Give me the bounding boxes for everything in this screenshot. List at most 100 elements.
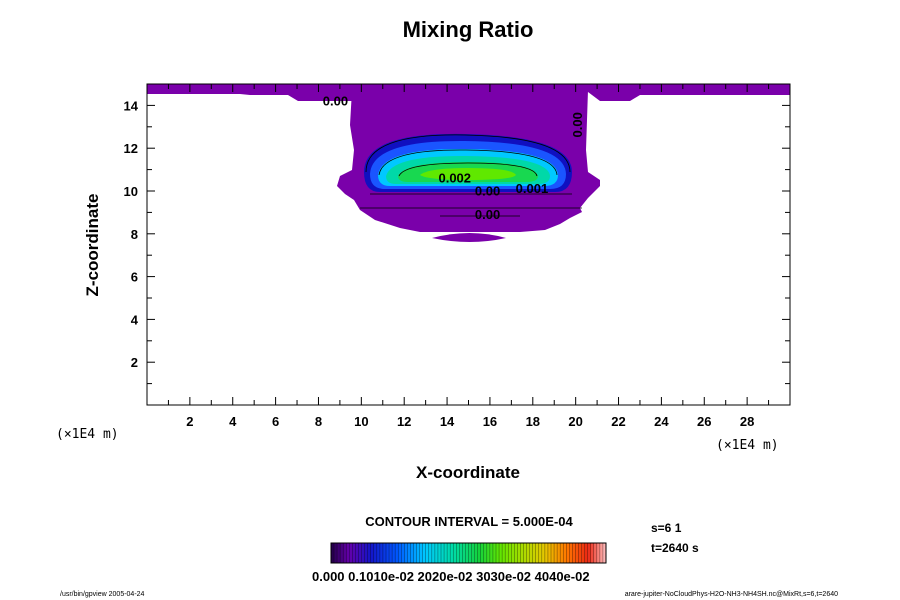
time-label: t=2640 s [651, 541, 699, 555]
colorbar-cell [395, 543, 399, 563]
colorbar-cell [431, 543, 436, 563]
colorbar-cell [361, 543, 365, 563]
colorbar-cell [572, 543, 576, 563]
colorbar-cell [349, 543, 353, 563]
colorbar-cell [593, 543, 598, 563]
colorbar-cell [447, 543, 451, 563]
colorbar-cell [538, 543, 543, 563]
x-tick-label: 10 [354, 414, 368, 429]
colorbar-cell [382, 543, 387, 563]
y-tick-label: 6 [131, 270, 138, 285]
colorbar-cell [413, 543, 417, 563]
colorbar-cell [496, 543, 500, 563]
y-axis-title: Z-coordinate [83, 194, 102, 297]
colorbar-cell [379, 543, 384, 563]
colorbar-cell [428, 543, 433, 563]
colorbar-cell [398, 543, 402, 563]
colorbar-cell [434, 543, 439, 563]
colorbar-cell [465, 543, 469, 563]
colorbar [330, 543, 607, 563]
colorbar-cell [499, 543, 503, 563]
step-label: s=6 1 [651, 521, 682, 535]
x-tick-label: 16 [483, 414, 497, 429]
colorbar-cell [474, 543, 478, 563]
colorbar-cell [410, 543, 414, 563]
x-tick-label: 4 [229, 414, 237, 429]
contour-lines [360, 134, 582, 217]
y-axis-ticks: 2 4 6 8 10 12 14 [124, 98, 790, 385]
x-tick-label: 6 [272, 414, 279, 429]
colorbar-cell [596, 543, 601, 563]
contour-label: 0.00 [323, 93, 348, 108]
contour-bottom-lens [432, 233, 506, 242]
colorbar-cell [376, 543, 381, 563]
contour-labels: 0.00 0.00 0.002 0.00 0.001 0.00 [323, 93, 585, 221]
colorbar-cell [523, 543, 527, 563]
chart-title: Mixing Ratio [403, 17, 534, 42]
colorbar-cell [480, 543, 485, 563]
colorbar-cell [340, 543, 344, 563]
colorbar-cell [346, 543, 350, 563]
contour-band-top [147, 84, 790, 101]
colorbar-cell [456, 543, 460, 563]
colorbar-cell [602, 543, 607, 563]
x-tick-label: 12 [397, 414, 411, 429]
colorbar-cell [444, 543, 448, 563]
colorbar-cell [529, 543, 533, 563]
colorbar-cell [492, 543, 497, 563]
colorbar-cell [337, 543, 341, 563]
contour-line [398, 162, 538, 177]
x-tick-label: 28 [740, 414, 754, 429]
colorbar-cell [386, 543, 390, 563]
colorbar-cell [419, 543, 423, 563]
colorbar-cell [541, 543, 546, 563]
colorbar-cell [462, 543, 466, 563]
colorbar-cell [526, 543, 530, 563]
colorbar-cell [578, 543, 582, 563]
colorbar-cell [471, 543, 475, 563]
colorbar-cell [563, 543, 567, 563]
colorbar-cell [343, 543, 347, 563]
colorbar-cell [450, 543, 454, 563]
colorbar-cell [416, 543, 420, 563]
colorbar-cell [575, 543, 579, 563]
x-tick-label: 14 [440, 414, 455, 429]
colorbar-cell [557, 543, 561, 563]
contour-label: 0.00 [570, 112, 585, 137]
colorbar-cell [584, 543, 588, 563]
colorbar-cell [560, 543, 564, 563]
colorbar-cell [453, 543, 457, 563]
colorbar-cell [358, 543, 362, 563]
y-tick-label: 4 [131, 312, 139, 327]
contour-line [365, 134, 571, 173]
contour-label: 0.00 [475, 207, 500, 222]
x-tick-label: 20 [568, 414, 582, 429]
colorbar-cell [532, 543, 537, 563]
colorbar-cell [437, 543, 442, 563]
colorbar-cell [590, 543, 595, 563]
colorbar-cell [370, 543, 375, 563]
colorbar-cell [355, 543, 359, 563]
colorbar-cell [422, 543, 427, 563]
colorbar-cell [477, 543, 482, 563]
colorbar-cell [334, 543, 338, 563]
x-axis-ticks: 2 4 6 8 10 12 14 16 18 20 22 24 26 28 [167, 84, 770, 429]
colorbar-cell [404, 543, 408, 563]
contour-interval-label: CONTOUR INTERVAL = 5.000E-04 [365, 514, 573, 529]
colorbar-cell [389, 543, 393, 563]
y-tick-label: 8 [131, 227, 138, 242]
colorbar-cell [505, 543, 509, 563]
contour-label: 0.001 [516, 181, 549, 196]
colorbar-tick-labels: 0.000 0.1010e-02 2020e-02 3030e-02 4040e… [312, 569, 590, 584]
colorbar-cell [566, 543, 570, 563]
colorbar-cell [587, 543, 592, 563]
contour-fills [147, 84, 790, 242]
x-tick-label: 2 [186, 414, 193, 429]
colorbar-cell [459, 543, 463, 563]
contour-line [378, 149, 558, 176]
colorbar-cell [569, 543, 573, 563]
colorbar-cell [407, 543, 411, 563]
contour-label: 0.00 [475, 183, 500, 198]
x-axis-title: X-coordinate [416, 463, 520, 482]
